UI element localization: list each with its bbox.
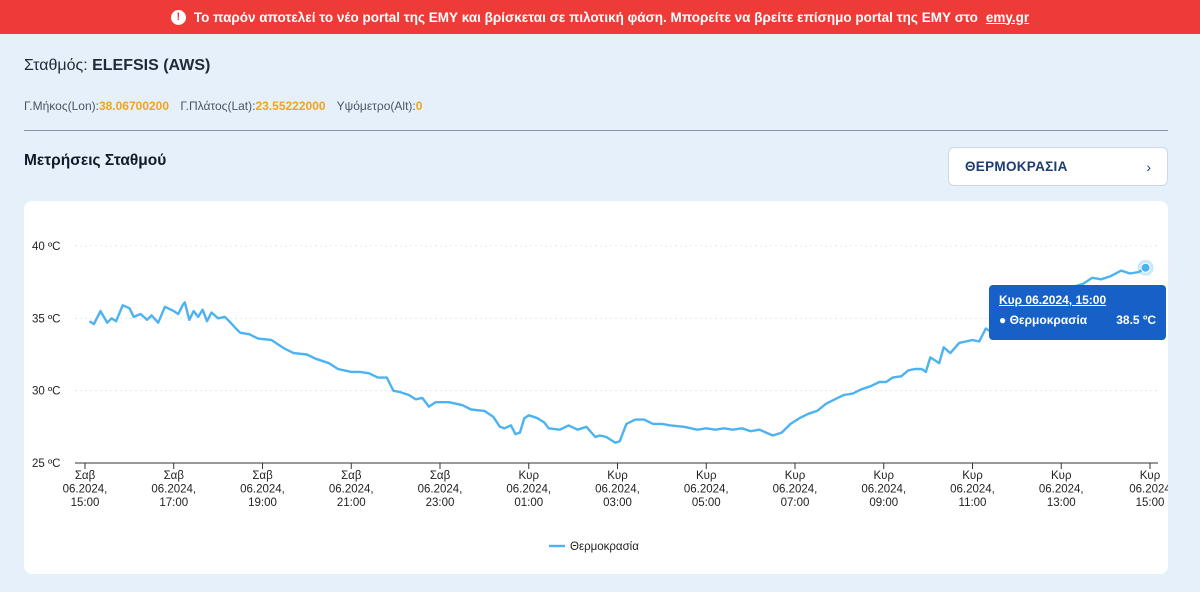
tooltip-value: 38.5 ºC [1116, 313, 1156, 327]
tooltip-series: ● Θερμοκρασία [999, 313, 1088, 327]
x-tick-label: 06.2024, [63, 484, 108, 496]
x-tick-label: 03:00 [603, 497, 632, 509]
x-tick-label: Σαβ [430, 470, 451, 482]
x-tick-label: 09:00 [869, 497, 898, 509]
x-tick-label: 06.2024, [861, 484, 906, 496]
station-coordinates: Γ.Μήκος(Lon):38.06700200 Γ.Πλάτος(Lat):2… [24, 99, 430, 113]
x-tick-label: 06.2024, [151, 484, 196, 496]
chart-tooltip: Κυρ 06.2024, 15:00 ● Θερμοκρασία 38.5 ºC [989, 285, 1166, 340]
legend-label: Θερμοκρασία [570, 541, 639, 553]
alt-label: Υψόμετρο(Alt): [336, 99, 416, 113]
x-tick-label: 23:00 [426, 497, 455, 509]
chart-card: 25 ºC 30 ºC 35 ºC 40 ºC Σαβ 06.2024, 15:00 Σαβ 0… [24, 201, 1168, 574]
lon-label: Γ.Μήκος(Lon): [24, 99, 99, 113]
y-tick-label: 40 ºC [32, 241, 61, 253]
x-tick-label: Κυρ [962, 470, 983, 482]
banner-text: Το παρόν αποτελεί το νέο portal της ΕΜΥ … [193, 9, 978, 25]
station-name: ELEFSIS (AWS) [92, 57, 211, 74]
x-tick-label: 06.2024, [418, 484, 463, 496]
x-tick-label: 11:00 [959, 497, 987, 509]
lat-value: 23.55222000 [255, 99, 326, 113]
x-tick-label: 21:00 [337, 497, 366, 509]
emy-link[interactable]: emy.gr [985, 9, 1030, 25]
x-tick-label: Κυρ [785, 470, 806, 482]
pilot-banner: ! Το παρόν αποτελεί το νέο portal της ΕΜ… [0, 0, 1200, 34]
x-tick-label: Κυρ [696, 470, 717, 482]
lon-value: 38.06700200 [98, 99, 170, 113]
lat-label: Γ.Πλάτος(Lat): [180, 99, 256, 113]
y-tick-label: 35 ºC [32, 313, 61, 325]
station-label: Σταθμός: [24, 57, 88, 74]
x-tick-label: 06.2024, [950, 484, 995, 496]
x-tick-label: Κυρ [873, 470, 894, 482]
station-heading: Σταθμός: ELEFSIS (AWS) [24, 57, 210, 75]
x-tick-label: Κυρ [1140, 470, 1161, 482]
x-tick-label: Κυρ [518, 470, 539, 482]
metric-selector-button[interactable]: ΘΕΡΜΟΚΡΑΣΙΑ › [948, 147, 1168, 186]
x-tick-label: Σαβ [164, 470, 185, 482]
x-tick-label: Σαβ [252, 470, 273, 482]
x-tick-label: 15:00 [1136, 497, 1165, 509]
x-tick-label: 06.2024, [1039, 484, 1084, 496]
hover-point [1140, 262, 1151, 273]
metric-selector-label: ΘΕΡΜΟΚΡΑΣΙΑ [965, 159, 1068, 174]
x-tick-label: Κυρ [607, 470, 628, 482]
x-tick-label: Σαβ [341, 470, 362, 482]
x-tick-label: 06.2024, [773, 484, 818, 496]
x-tick-label: 15:00 [71, 497, 100, 509]
series-line-temperature [88, 266, 1147, 444]
x-tick-label: 01:00 [514, 497, 543, 509]
x-tick-label: 06.2024, [329, 484, 374, 496]
x-tick-label: 05:00 [692, 497, 721, 509]
chevron-right-icon: › [1146, 158, 1151, 175]
x-tick-label: 07:00 [781, 497, 810, 509]
x-tick-label: Σαβ [75, 470, 96, 482]
x-tick-label: 19:00 [248, 497, 277, 509]
section-title: Μετρήσεις Σταθμού [24, 152, 167, 169]
x-tick-label: 13:00 [1047, 497, 1076, 509]
tooltip-title: Κυρ 06.2024, 15:00 [999, 293, 1107, 307]
exclamation-circle-icon: ! [170, 9, 186, 25]
x-tick-label: 06.2024, [240, 484, 285, 496]
x-tick-label: 17:00 [159, 497, 188, 509]
x-tick-label: 06.2024, [595, 484, 640, 496]
x-tick-label: Κυρ [1051, 470, 1072, 482]
y-tick-label: 25 ºC [32, 458, 61, 470]
x-tick-label: 06.2024 [1129, 484, 1168, 496]
alt-value: 0 [415, 99, 423, 113]
y-tick-label: 30 ºC [32, 386, 61, 398]
x-tick-label: 06.2024, [684, 484, 729, 496]
divider [24, 130, 1168, 131]
x-tick-label: 06.2024, [506, 484, 551, 496]
